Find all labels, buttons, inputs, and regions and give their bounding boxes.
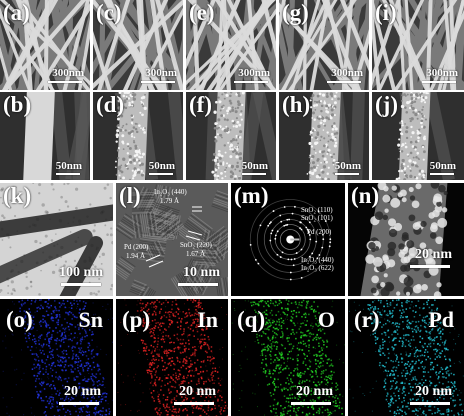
element-label: Sn: [78, 307, 103, 332]
panel-label: (j): [375, 92, 398, 117]
annotation-in2o3-440: In₂O₃ (440): [154, 188, 187, 196]
panel-label: (a): [3, 0, 30, 25]
panel-label: (n): [351, 183, 380, 208]
sem-panel-a: (a) 300nm: [0, 0, 90, 90]
panel-label: (k): [3, 183, 32, 208]
scale-bar: [56, 173, 80, 175]
sem-panel-h: (h) 50nm: [279, 92, 369, 180]
eds-map-o: (q) O 20 nm: [231, 299, 345, 416]
scale-bar-label: 300nm: [145, 67, 177, 79]
scale-bar-label: 20 nm: [179, 384, 216, 399]
annotation-sno2-220-spacing: 1.67 Å: [186, 250, 206, 258]
annotation-pd-200: Pd (200): [124, 243, 149, 251]
scale-bar: [410, 265, 450, 268]
scale-bar: [327, 81, 361, 83]
ring-label-sno2-101: SnO₂ (101): [301, 214, 333, 222]
scale-bar: [141, 81, 175, 83]
sem-panel-j: (j) 50nm: [372, 92, 464, 180]
panel-label: (e): [189, 0, 215, 25]
sem-image: [279, 92, 369, 180]
scale-bar-label: 20 nm: [415, 247, 452, 262]
panel-label: (c): [96, 0, 122, 25]
tem-panel-k: (k) 100 nm: [0, 183, 113, 296]
scale-bar-label: 20 nm: [415, 384, 452, 399]
scale-bar-label: 50nm: [148, 160, 175, 172]
ring-label-sno2-110: SnO₂ (110): [301, 206, 333, 214]
ring-label-in2o3-440: In₂O₃ (440): [301, 256, 334, 264]
eds-map-in: (p) In 20 nm: [116, 299, 228, 416]
sem-panel-f: (f) 50nm: [186, 92, 276, 180]
annotation-sno2-220: SnO₂ (220): [180, 241, 212, 249]
ring-label-in2o3-622: In₂O₃ (622): [301, 264, 334, 272]
haadf-panel-n: (n) 20 nm: [348, 183, 464, 296]
sem-panel-e: (e) 300nm: [186, 0, 276, 90]
annotation-pd-200-spacing: 1.94 Å: [126, 252, 146, 260]
scale-bar: [59, 402, 99, 405]
eds-map-pd: (r) Pd 20 nm: [348, 299, 464, 416]
scale-bar-label: 50nm: [334, 160, 361, 172]
panel-label: (h): [282, 92, 311, 117]
element-label: In: [197, 307, 218, 332]
scale-bar: [410, 402, 450, 405]
element-label: O: [317, 307, 335, 332]
sem-image: [0, 0, 90, 90]
sem-panel-i: (i) 300nm: [372, 0, 464, 90]
scale-bar: [335, 173, 359, 175]
scale-bar-label: 300nm: [426, 67, 458, 79]
sem-image: [93, 92, 183, 180]
hrtem-panel-l: (l) In₂O₃ (440) 1.79 Å Pd (200) 1.94 Å S…: [116, 183, 228, 296]
scale-bar: [61, 283, 101, 286]
panel-label: (m): [234, 183, 269, 208]
panel-label: (i): [375, 0, 397, 25]
sem-panel-g: (g) 300nm: [279, 0, 369, 90]
eds-map-image: [231, 299, 345, 416]
scale-bar: [234, 81, 268, 83]
element-label: Pd: [428, 307, 454, 332]
scale-bar: [174, 402, 214, 405]
scale-bar-label: 300nm: [52, 67, 84, 79]
scale-bar-label: 10 nm: [183, 265, 220, 280]
sem-panel-b: (b) 50nm: [0, 92, 90, 180]
sem-image: [186, 92, 276, 180]
scale-bar-label: 300nm: [331, 67, 363, 79]
panel-label: (d): [96, 92, 125, 117]
panel-label: (g): [282, 0, 309, 25]
eds-map-image: [116, 299, 228, 416]
sem-panel-d: (d) 50nm: [93, 92, 183, 180]
saed-pattern: [231, 183, 345, 296]
sem-image: [0, 92, 90, 180]
scale-bar: [149, 173, 173, 175]
scale-bar-label: 20 nm: [296, 384, 333, 399]
panel-label: (b): [3, 92, 32, 117]
scale-bar: [242, 173, 266, 175]
tem-image: [0, 183, 113, 296]
scale-bar: [430, 173, 454, 175]
eds-map-image: [348, 299, 464, 416]
hrtem-image: [116, 183, 228, 296]
panel-label: (r): [354, 307, 380, 332]
panel-label: (q): [237, 307, 266, 332]
sem-image: [372, 92, 464, 180]
scale-bar-label: 50nm: [241, 160, 268, 172]
panel-label: (p): [122, 307, 151, 332]
annotation-in2o3-440-spacing: 1.79 Å: [160, 197, 180, 205]
eds-map-image: [0, 299, 113, 416]
panel-label: (o): [6, 307, 33, 332]
scale-bar-label: 300nm: [238, 67, 270, 79]
scale-bar: [291, 402, 331, 405]
eds-map-sn: (o) Sn 20 nm: [0, 299, 113, 416]
scale-bar-label: 50nm: [429, 160, 456, 172]
scale-bar: [422, 81, 456, 83]
saed-panel-m: (m) SnO₂ (110) SnO₂ (101) Pd (200) In₂O₃…: [231, 183, 345, 296]
scale-bar-label: 50nm: [55, 160, 82, 172]
scale-bar-label: 100 nm: [59, 265, 103, 280]
ring-label-pd-200: Pd (200): [307, 228, 332, 236]
scale-bar-label: 20 nm: [64, 384, 101, 399]
panel-label: (f): [189, 92, 212, 117]
panel-label: (l): [119, 183, 141, 208]
scale-bar: [48, 81, 82, 83]
scale-bar: [178, 283, 218, 286]
sem-panel-c: (c) 300nm: [93, 0, 183, 90]
